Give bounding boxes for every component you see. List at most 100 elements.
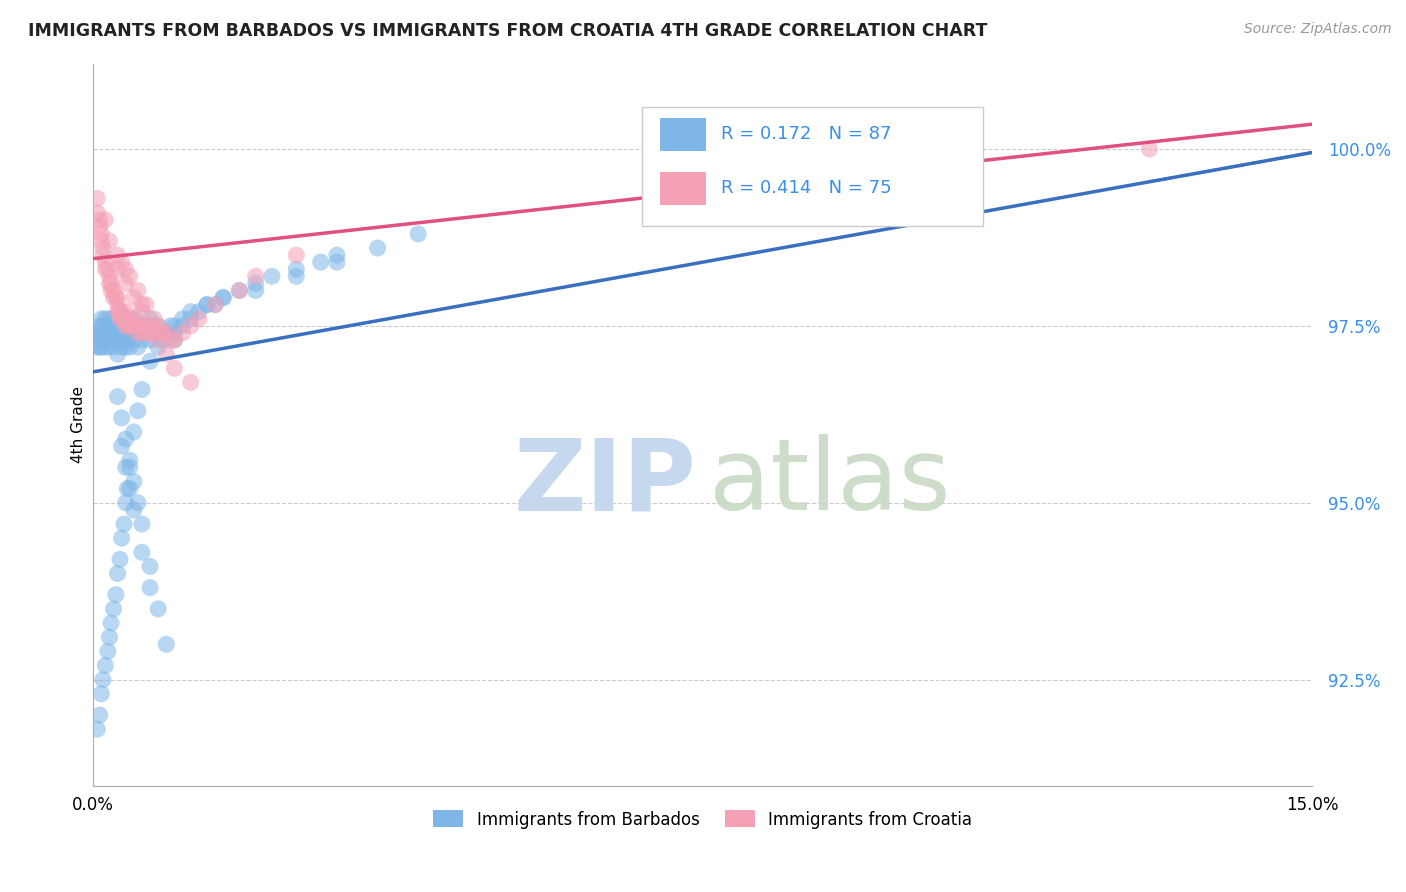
Point: [163, 333, 186, 347]
Point: [118, 482, 141, 496]
Point: [135, 318, 157, 333]
Point: [245, 269, 267, 284]
Point: [139, 559, 162, 574]
Point: [117, 333, 139, 347]
Point: [139, 318, 162, 333]
Point: [285, 262, 308, 277]
Point: [122, 503, 145, 517]
Point: [104, 291, 127, 305]
Point: [94, 326, 117, 340]
Point: [114, 460, 136, 475]
Point: [98, 630, 121, 644]
Point: [89, 340, 111, 354]
Point: [108, 552, 131, 566]
Point: [143, 326, 166, 340]
Point: [111, 255, 134, 269]
Point: [107, 262, 129, 277]
Point: [90, 227, 112, 241]
Point: [89, 318, 111, 333]
Point: [103, 602, 125, 616]
Point: [111, 531, 134, 545]
Point: [127, 318, 149, 333]
Point: [122, 311, 145, 326]
Point: [187, 304, 209, 318]
Point: [204, 298, 226, 312]
Point: [195, 298, 218, 312]
Point: [127, 496, 149, 510]
Point: [122, 333, 145, 347]
Point: [91, 241, 114, 255]
Point: [121, 318, 143, 333]
Point: [98, 340, 121, 354]
Point: [212, 291, 235, 305]
Point: [103, 326, 125, 340]
Point: [117, 318, 139, 333]
Point: [107, 304, 129, 318]
Point: [163, 318, 186, 333]
Point: [131, 383, 153, 397]
FancyBboxPatch shape: [641, 107, 983, 227]
Point: [172, 318, 194, 333]
Point: [104, 333, 127, 347]
Point: [150, 326, 173, 340]
Point: [155, 326, 177, 340]
Text: IMMIGRANTS FROM BARBADOS VS IMMIGRANTS FROM CROATIA 4TH GRADE CORRELATION CHART: IMMIGRANTS FROM BARBADOS VS IMMIGRANTS F…: [28, 22, 987, 40]
Point: [204, 298, 226, 312]
Point: [111, 311, 134, 326]
Point: [118, 318, 141, 333]
Point: [131, 326, 153, 340]
Point: [89, 212, 111, 227]
Point: [118, 460, 141, 475]
Point: [86, 340, 108, 354]
Point: [107, 566, 129, 581]
Point: [89, 708, 111, 723]
Point: [114, 432, 136, 446]
Point: [159, 333, 181, 347]
Point: [212, 291, 235, 305]
Point: [131, 516, 153, 531]
Point: [107, 318, 129, 333]
Point: [260, 269, 283, 284]
Point: [86, 205, 108, 219]
Point: [114, 340, 136, 354]
Point: [1139, 142, 1161, 156]
Point: [127, 284, 149, 298]
Point: [111, 439, 134, 453]
Point: [90, 234, 112, 248]
Point: [131, 545, 153, 559]
Point: [86, 326, 108, 340]
Point: [155, 326, 177, 340]
Point: [108, 326, 131, 340]
Point: [163, 326, 186, 340]
Point: [90, 326, 112, 340]
Text: ZIP: ZIP: [513, 434, 696, 531]
Point: [100, 277, 122, 291]
Point: [127, 340, 149, 354]
Point: [114, 318, 136, 333]
Point: [131, 304, 153, 318]
Point: [111, 304, 134, 318]
Point: [118, 340, 141, 354]
Point: [122, 311, 145, 326]
Point: [122, 318, 145, 333]
Point: [100, 615, 122, 630]
Point: [180, 304, 202, 318]
Point: [107, 333, 129, 347]
Point: [94, 212, 117, 227]
Point: [118, 269, 141, 284]
Point: [91, 248, 114, 262]
Point: [139, 326, 162, 340]
Point: [111, 340, 134, 354]
Point: [406, 227, 429, 241]
Point: [114, 311, 136, 326]
Point: [139, 318, 162, 333]
Point: [121, 326, 143, 340]
Point: [112, 516, 135, 531]
Point: [180, 376, 202, 390]
Text: Source: ZipAtlas.com: Source: ZipAtlas.com: [1244, 22, 1392, 37]
Point: [131, 318, 153, 333]
Point: [86, 192, 108, 206]
Point: [90, 687, 112, 701]
Point: [117, 482, 139, 496]
Point: [326, 255, 349, 269]
